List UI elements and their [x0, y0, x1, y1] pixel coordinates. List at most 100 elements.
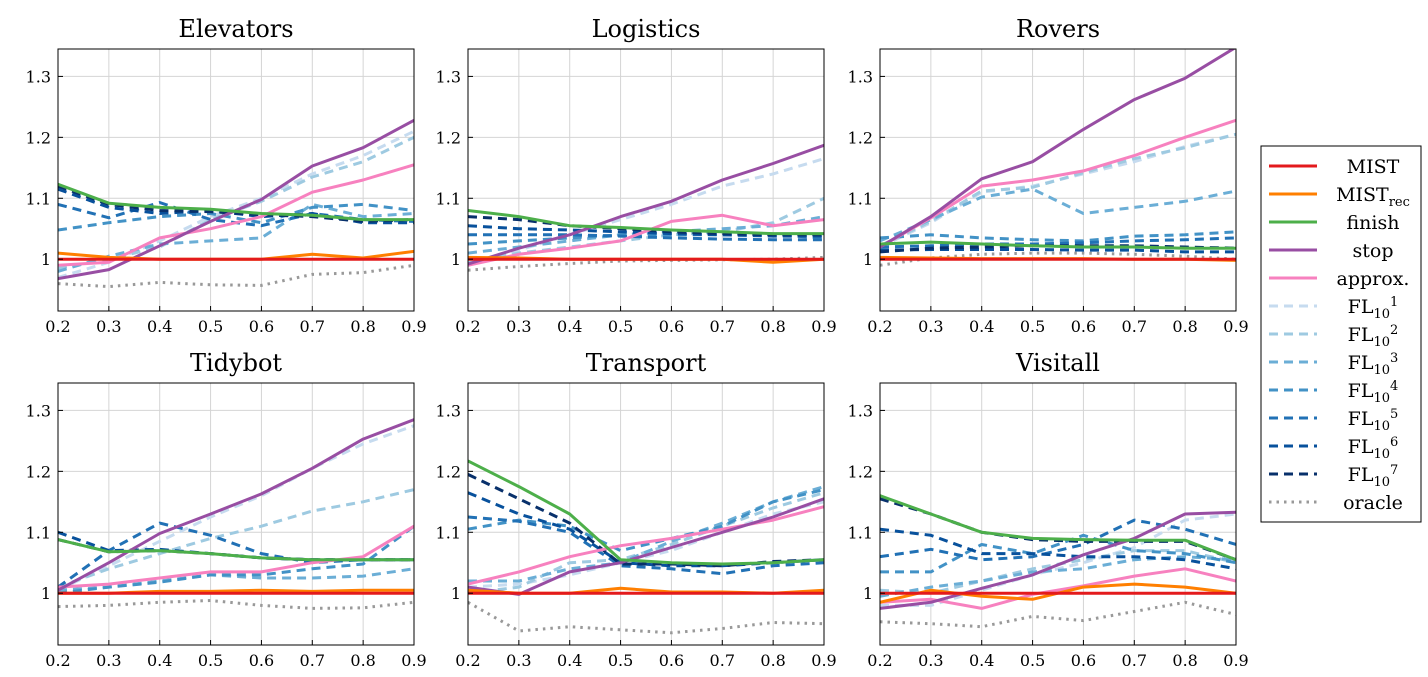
series-group [468, 459, 824, 635]
plot-frame [57, 382, 415, 646]
x-tick-label: 0.2 [455, 651, 480, 670]
panel-title: Elevators [178, 15, 293, 43]
x-tick-label: 0.2 [867, 651, 892, 670]
x-tick-label: 0.8 [350, 317, 375, 336]
legend-item-stop: stop [1269, 240, 1394, 262]
x-tick-label: 0.3 [506, 317, 531, 336]
x-tick-label: 0.6 [249, 317, 274, 336]
y-tick-label: 1.1 [848, 189, 873, 208]
chart-panels: Elevators 0.2 0.3 0.4 0.5 0.6 0.7 0.8 0.9 1 1.1 1.2… [26, 15, 1249, 670]
plot-frame [57, 48, 415, 312]
x-tick-label: 0.9 [811, 317, 836, 336]
plot-frame [879, 48, 1237, 312]
series-group [58, 118, 414, 289]
panel-title: Rovers [1016, 15, 1100, 43]
legend-label: FL107 [1348, 463, 1399, 490]
y-tick-label: 1 [863, 584, 873, 603]
panel-title: Visitall [1015, 349, 1100, 377]
x-tick-label: 0.8 [1172, 317, 1197, 336]
series-line-fl-3 [468, 485, 824, 583]
series-line-stop [468, 497, 824, 596]
y-tick-label: 1.2 [848, 128, 873, 147]
legend-label: FL103 [1348, 351, 1399, 378]
series-line-fl-1 [880, 132, 1236, 249]
y-tick-label: 1.1 [848, 523, 873, 542]
y-tick-label: 1 [41, 584, 51, 603]
x-tick-label: 0.3 [918, 317, 943, 336]
legend-item-fl-2: FL102 [1269, 323, 1398, 350]
series-group [880, 49, 1236, 267]
x-tick-label: 0.4 [969, 651, 994, 670]
series-line-finish [468, 209, 824, 236]
x-tick-label: 0.9 [401, 317, 426, 336]
x-tick-label: 0.6 [659, 317, 684, 336]
x-tick-label: 0.2 [455, 317, 480, 336]
x-tick-label: 0.9 [811, 651, 836, 670]
series-group [58, 418, 414, 610]
y-tick-label: 1 [451, 250, 461, 269]
x-tick-label: 0.6 [659, 651, 684, 670]
legend-item-mist-rec: MISTrec [1269, 184, 1410, 210]
x-tick-label: 0.5 [198, 317, 223, 336]
series-line-finish [468, 459, 824, 566]
panel-title: Transport [586, 349, 707, 377]
x-tick-label: 0.9 [401, 651, 426, 670]
x-tick-label: 0.8 [1172, 651, 1197, 670]
y-tick-label: 1.2 [26, 462, 51, 481]
x-tick-label: 0.8 [350, 651, 375, 670]
y-tick-label: 1.3 [26, 67, 51, 86]
legend-item-mist: MIST [1269, 156, 1400, 178]
x-tick-label: 0.7 [1122, 651, 1147, 670]
series-line-stop [58, 418, 414, 592]
x-tick-label: 0.9 [1223, 651, 1248, 670]
series-group [880, 494, 1236, 629]
x-tick-label: 0.5 [1020, 317, 1045, 336]
series-line-fl-3 [880, 555, 1236, 598]
series-line-finish [58, 182, 414, 222]
x-tick-label: 0.3 [96, 651, 121, 670]
plot-frame [467, 382, 825, 646]
legend-label: oracle [1343, 492, 1403, 514]
x-tick-label: 0.4 [557, 651, 582, 670]
series-line-fl-4 [468, 488, 824, 553]
y-tick-label: 1 [863, 250, 873, 269]
panel-title: Logistics [592, 15, 701, 43]
legend: MISTMISTrecfinishstopapprox.FL101FL102FL… [1260, 145, 1422, 523]
x-tick-label: 0.8 [760, 651, 785, 670]
series-line-finish [58, 538, 414, 562]
legend-label: MISTrec [1336, 184, 1410, 210]
series-line-fl-3 [880, 187, 1236, 243]
series-line-fl-2 [880, 132, 1236, 248]
y-tick-label: 1.2 [26, 128, 51, 147]
x-tick-label: 0.6 [1071, 651, 1096, 670]
y-tick-label: 1.3 [26, 401, 51, 420]
x-tick-label: 0.3 [918, 651, 943, 670]
x-tick-label: 0.8 [760, 317, 785, 336]
series-line-fl-5 [880, 518, 1236, 562]
series-line-finish [880, 494, 1236, 562]
x-tick-label: 0.2 [45, 651, 70, 670]
panel-elevators: Elevators 0.2 0.3 0.4 0.5 0.6 0.7 0.8 0.9 1 1.1 1.2… [26, 15, 427, 336]
y-tick-label: 1.1 [26, 523, 51, 542]
series-line-stop [58, 118, 414, 281]
series-group [468, 143, 824, 272]
x-tick-label: 0.4 [557, 317, 582, 336]
series-line-finish [880, 240, 1236, 250]
x-tick-label: 0.5 [608, 651, 633, 670]
legend-label: approx. [1337, 268, 1410, 290]
x-tick-label: 0.7 [300, 317, 325, 336]
y-tick-label: 1.3 [436, 401, 461, 420]
panel-transport: Transport 0.2 0.3 0.4 0.5 0.6 0.7 0.8 0.9 1 1.1 1.2… [436, 349, 837, 670]
y-tick-label: 1.2 [436, 462, 461, 481]
x-tick-label: 0.3 [96, 317, 121, 336]
series-line-fl-1 [468, 157, 824, 267]
x-tick-label: 0.4 [147, 651, 172, 670]
panel-tidybot: Tidybot 0.2 0.3 0.4 0.5 0.6 0.7 0.8 0.9 1 1.1 1.2 1.… [26, 349, 427, 670]
x-tick-label: 0.7 [710, 317, 735, 336]
x-tick-label: 0.2 [45, 317, 70, 336]
series-line-fl-6 [468, 491, 824, 568]
plot-frame [879, 382, 1237, 646]
x-tick-label: 0.5 [608, 317, 633, 336]
legend-label: MIST [1347, 156, 1400, 178]
